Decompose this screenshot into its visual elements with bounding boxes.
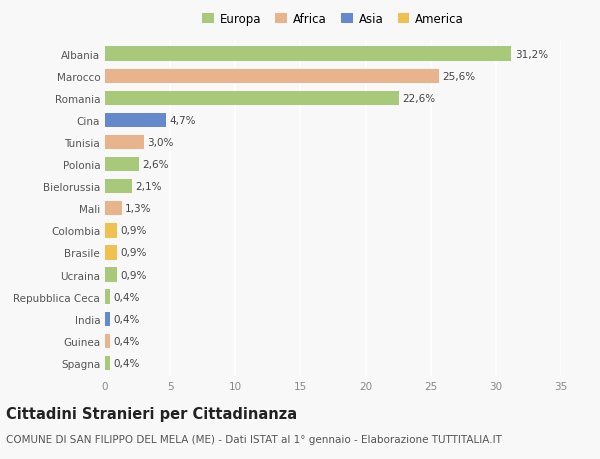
Text: Cittadini Stranieri per Cittadinanza: Cittadini Stranieri per Cittadinanza <box>6 406 297 421</box>
Bar <box>105 312 110 326</box>
Text: 22,6%: 22,6% <box>403 94 436 104</box>
Bar <box>105 334 110 348</box>
Text: 25,6%: 25,6% <box>442 72 475 82</box>
Bar <box>105 268 117 282</box>
Bar <box>105 202 122 216</box>
Text: 0,4%: 0,4% <box>113 314 140 324</box>
Text: 0,9%: 0,9% <box>120 226 146 236</box>
Text: 0,4%: 0,4% <box>113 292 140 302</box>
Text: 0,9%: 0,9% <box>120 248 146 258</box>
Bar <box>105 135 144 150</box>
Text: COMUNE DI SAN FILIPPO DEL MELA (ME) - Dati ISTAT al 1° gennaio - Elaborazione TU: COMUNE DI SAN FILIPPO DEL MELA (ME) - Da… <box>6 434 502 444</box>
Bar <box>105 356 110 370</box>
Bar <box>105 179 133 194</box>
Legend: Europa, Africa, Asia, America: Europa, Africa, Asia, America <box>200 11 466 29</box>
Text: 1,3%: 1,3% <box>125 204 152 214</box>
Text: 3,0%: 3,0% <box>148 138 174 148</box>
Text: 0,9%: 0,9% <box>120 270 146 280</box>
Text: 0,4%: 0,4% <box>113 336 140 346</box>
Bar <box>105 113 166 128</box>
Text: 2,1%: 2,1% <box>136 182 162 192</box>
Text: 4,7%: 4,7% <box>169 116 196 126</box>
Text: 0,4%: 0,4% <box>113 358 140 368</box>
Text: 31,2%: 31,2% <box>515 50 548 60</box>
Bar <box>105 47 511 62</box>
Text: 2,6%: 2,6% <box>142 160 169 170</box>
Bar <box>105 69 439 84</box>
Bar <box>105 157 139 172</box>
Bar <box>105 224 117 238</box>
Bar <box>105 290 110 304</box>
Bar <box>105 91 400 106</box>
Bar <box>105 246 117 260</box>
